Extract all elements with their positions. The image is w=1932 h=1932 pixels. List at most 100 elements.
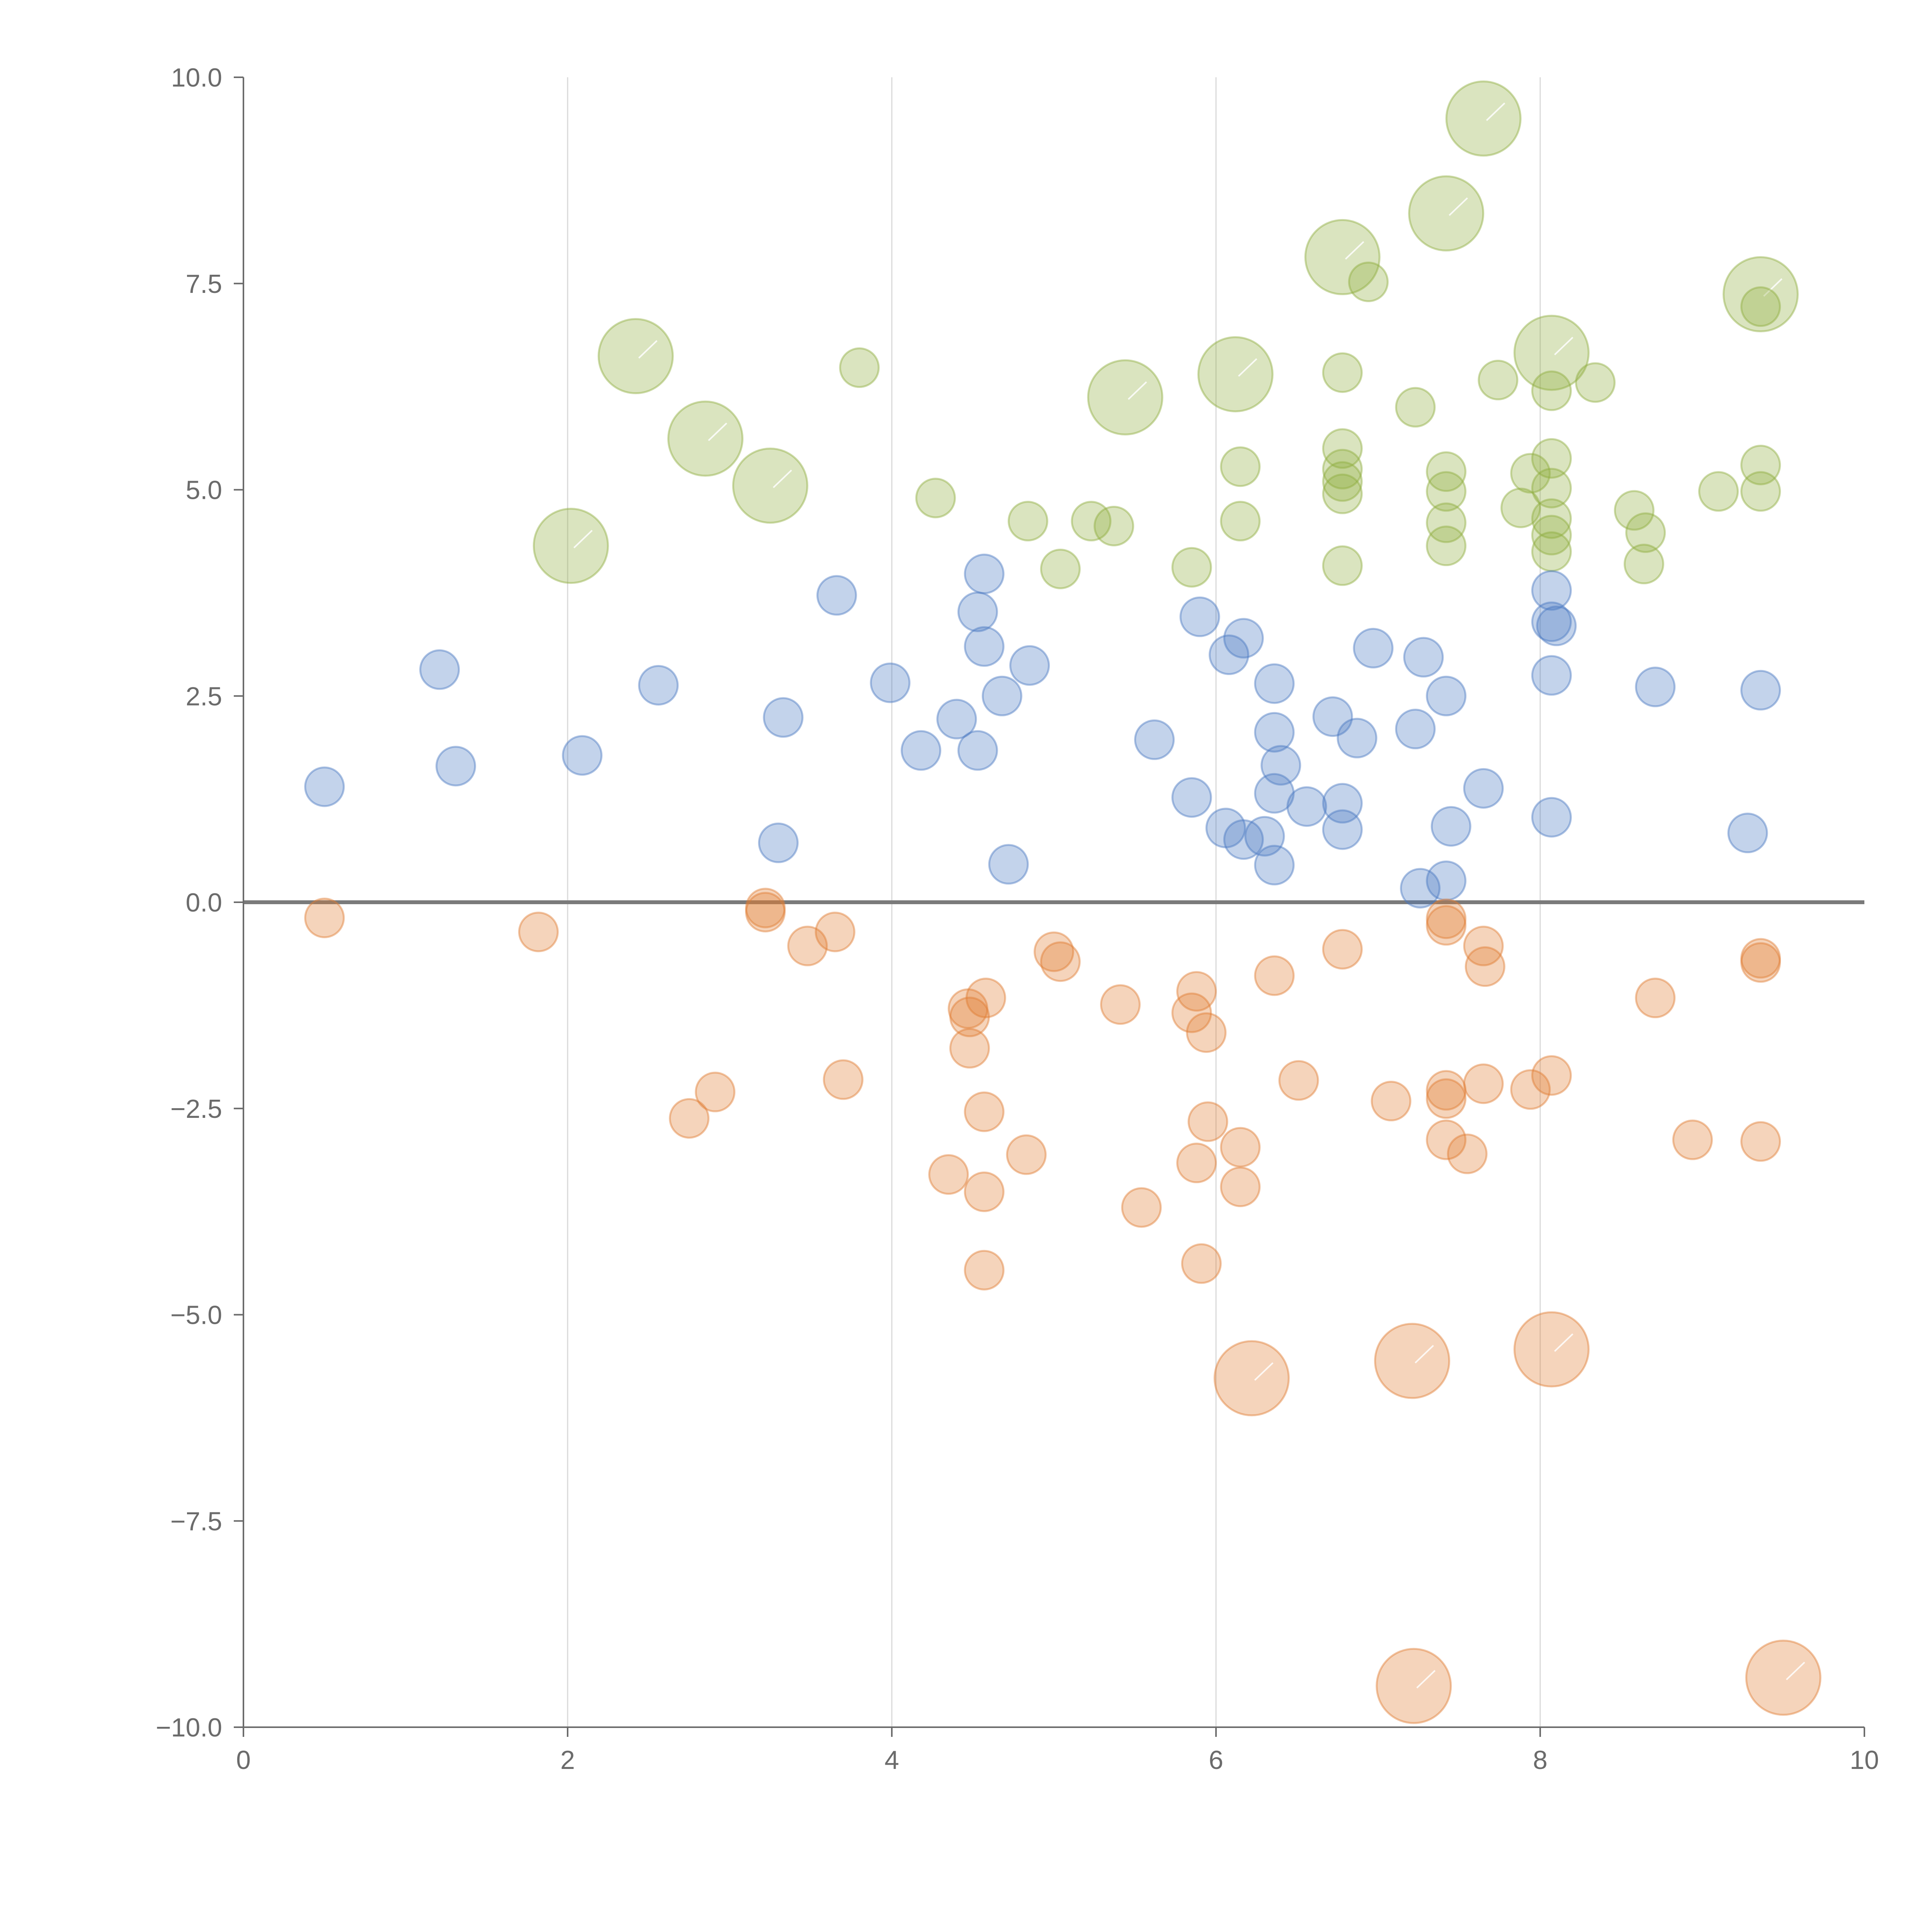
neutral-bubble xyxy=(1254,712,1295,753)
y-tick-label: 5.0 xyxy=(185,476,222,505)
negative-bubble xyxy=(1672,1119,1713,1160)
neutral-bubble xyxy=(1260,745,1301,786)
neutral-bubble xyxy=(419,649,460,690)
neutral-bubble xyxy=(816,575,857,616)
positive-bubble xyxy=(1513,315,1590,391)
negative-bubble xyxy=(964,1091,1005,1132)
positive-bubble xyxy=(1322,449,1363,490)
x-tick-label: 2 xyxy=(560,1745,575,1775)
neutral-bubble xyxy=(1205,808,1246,849)
negative-bubble xyxy=(1034,931,1074,972)
positive-bubble xyxy=(1348,261,1389,302)
neutral-bubble xyxy=(1426,860,1467,901)
neutral-bubble xyxy=(1009,645,1050,686)
y-tick-label: 0.0 xyxy=(185,888,222,917)
neutral-bubble xyxy=(1179,596,1220,637)
neutral-bubble xyxy=(1223,819,1264,860)
negative-bubble xyxy=(745,888,786,929)
neutral-bubble xyxy=(1426,675,1467,716)
positive-bubble xyxy=(1171,547,1212,588)
negative-bubble xyxy=(1006,1134,1047,1175)
negative-bubble xyxy=(1376,1648,1452,1724)
neutral-bubble xyxy=(562,735,603,776)
neutral-bubble xyxy=(1322,783,1363,824)
neutral-bubble xyxy=(964,626,1005,667)
neutral-bubble xyxy=(1254,773,1295,814)
negative-bubble xyxy=(1426,898,1467,939)
y-tick-label: −2.5 xyxy=(170,1094,222,1124)
neutral-bubble xyxy=(1223,618,1264,659)
bubble-leader-line xyxy=(638,340,658,359)
neutral-bubble xyxy=(981,675,1022,716)
neutral-bubble xyxy=(304,766,345,807)
y-tick-label: −5.0 xyxy=(170,1301,222,1330)
negative-bubble xyxy=(1187,1101,1228,1142)
positive-bubble xyxy=(732,447,808,524)
negative-bubble xyxy=(947,988,988,1029)
positive-bubble xyxy=(839,347,880,388)
positive-bubble xyxy=(667,400,744,477)
positive-bubble xyxy=(1740,471,1781,512)
neutral-bubble xyxy=(901,730,942,771)
positive-bubble xyxy=(1220,446,1261,487)
negative-bubble xyxy=(928,1154,969,1195)
negative-bubble xyxy=(1176,971,1217,1012)
negative-bubble xyxy=(1100,984,1141,1025)
negative-bubble xyxy=(518,912,559,952)
positive-bubble xyxy=(1304,219,1381,295)
negative-bubble xyxy=(1740,938,1781,979)
negative-bubble xyxy=(1121,1187,1162,1228)
neutral-bubble xyxy=(1531,570,1572,611)
positive-bubble xyxy=(1426,526,1467,566)
x-tick-label: 0 xyxy=(236,1745,251,1775)
x-tick-label: 8 xyxy=(1533,1745,1548,1775)
y-tick-label: −10.0 xyxy=(156,1713,222,1742)
positive-bubble xyxy=(1087,359,1163,435)
negative-bubble xyxy=(964,1171,1005,1212)
negative-bubble xyxy=(965,978,1006,1019)
neutral-bubble xyxy=(1395,709,1436,750)
neutral-bubble xyxy=(1531,655,1572,696)
positive-bubble xyxy=(1445,80,1522,157)
positive-bubble xyxy=(532,508,609,584)
neutral-bubble xyxy=(964,553,1005,594)
positive-bubble xyxy=(1426,471,1467,512)
negative-bubble xyxy=(1635,978,1676,1019)
neutral-bubble xyxy=(758,822,799,863)
negative-bubble xyxy=(1426,905,1467,946)
positive-bubble xyxy=(1322,461,1363,502)
negative-bubble xyxy=(1040,941,1081,982)
negative-bubble xyxy=(815,912,855,952)
x-tick-label: 10 xyxy=(1850,1745,1879,1775)
positive-bubble xyxy=(1614,490,1655,531)
positive-bubble xyxy=(1197,336,1274,413)
positive-bubble xyxy=(1500,487,1541,528)
bubble-leader-line xyxy=(1554,1333,1573,1352)
negative-bubble xyxy=(1181,1243,1222,1284)
positive-bubble xyxy=(1007,501,1048,542)
positive-bubble xyxy=(1395,387,1436,428)
positive-bubble xyxy=(1623,544,1664,585)
negative-bubble xyxy=(1254,955,1295,996)
bubble-leader-line xyxy=(1449,197,1468,216)
neutral-bubble xyxy=(1740,670,1781,711)
positive-bubble xyxy=(1575,362,1616,403)
negative-bubble xyxy=(823,1059,864,1100)
positive-bubble xyxy=(1740,286,1781,327)
negative-bubble xyxy=(1371,1081,1412,1122)
negative-bubble xyxy=(949,1028,990,1069)
negative-bubble xyxy=(949,997,990,1037)
negative-bubble xyxy=(745,892,786,933)
y-tick-label: −7.5 xyxy=(170,1507,222,1536)
negative-bubble xyxy=(1278,1060,1319,1101)
neutral-bubble xyxy=(1400,868,1441,909)
neutral-bubble xyxy=(435,746,476,787)
positive-bubble xyxy=(1531,515,1572,556)
bubble-leader-line xyxy=(1554,337,1573,355)
negative-bubble xyxy=(1426,1078,1467,1119)
negative-bubble xyxy=(1463,1063,1504,1104)
positive-bubble xyxy=(1426,502,1467,543)
neutral-bubble xyxy=(1254,845,1295,886)
neutral-bubble xyxy=(1244,816,1285,857)
